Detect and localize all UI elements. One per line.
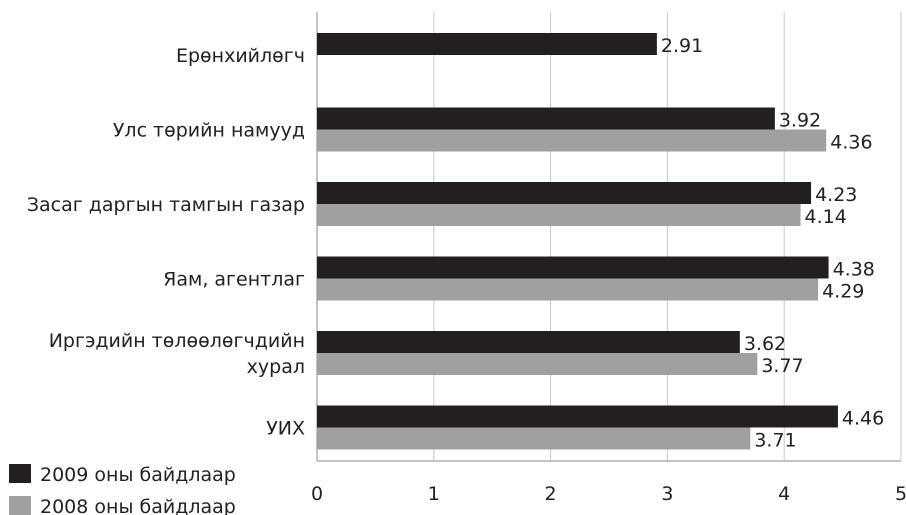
bar-2009 xyxy=(317,405,838,428)
category-label: Ерөнхийлөгч xyxy=(176,45,305,67)
category-labels: Ерөнхийлөгч Улс төрийн намууд Засаг даргын… xyxy=(27,45,305,440)
data-label: 4.29 xyxy=(822,281,864,303)
bar-2009 xyxy=(317,256,829,279)
legend: 2009 оны байдлаар 2008 оны байдлаар xyxy=(9,464,236,515)
category-label: УИХ xyxy=(266,418,305,440)
bar-2009 xyxy=(317,107,775,130)
category-label: Иргэдийн төлөөлөгчдийн xyxy=(49,330,305,352)
category-label: Улс төрийн намууд xyxy=(113,120,305,142)
x-axis-tick-labels: 0 1 2 3 4 5 xyxy=(311,483,906,505)
x-tick-label: 1 xyxy=(428,483,440,505)
data-label: 4.14 xyxy=(805,206,847,228)
data-label: 3.92 xyxy=(779,110,821,132)
x-tick-label: 4 xyxy=(778,483,790,505)
data-label: 3.62 xyxy=(744,333,786,355)
bar-2008 xyxy=(317,204,801,226)
data-label: 2.91 xyxy=(661,35,703,57)
x-tick-label: 0 xyxy=(311,483,323,505)
bar-2009 xyxy=(317,182,812,204)
gridlines xyxy=(316,12,902,462)
data-label: 4.38 xyxy=(833,259,875,281)
bars xyxy=(317,33,838,450)
bar-2009 xyxy=(317,33,657,55)
x-tick-label: 5 xyxy=(895,483,906,505)
category-label: хурал xyxy=(247,356,305,378)
legend-swatch xyxy=(9,464,31,483)
data-labels: 2.91 3.92 4.36 4.234.14 4.384.29 3.623.77 4.46… xyxy=(661,35,884,452)
category-label: Яам, агентлаг xyxy=(163,269,305,291)
bar-2008 xyxy=(317,129,827,152)
data-label: 4.23 xyxy=(815,184,857,206)
data-label: 4.36 xyxy=(830,132,872,154)
bar-2008 xyxy=(317,278,819,301)
category-label: Засаг даргын тамгын газар xyxy=(27,194,305,216)
bar-2009 xyxy=(317,331,740,353)
legend-label: 2008 оны байдлаар xyxy=(40,496,236,515)
bar-2008 xyxy=(317,353,758,375)
x-tick-label: 2 xyxy=(545,483,557,505)
legend-label: 2009 оны байдлаар xyxy=(40,464,236,486)
data-label: 3.77 xyxy=(761,355,803,377)
x-tick-label: 3 xyxy=(661,483,673,505)
data-label: 3.71 xyxy=(754,430,796,452)
legend-swatch xyxy=(9,496,31,515)
bar-2008 xyxy=(317,427,751,450)
data-label: 4.46 xyxy=(842,408,884,430)
